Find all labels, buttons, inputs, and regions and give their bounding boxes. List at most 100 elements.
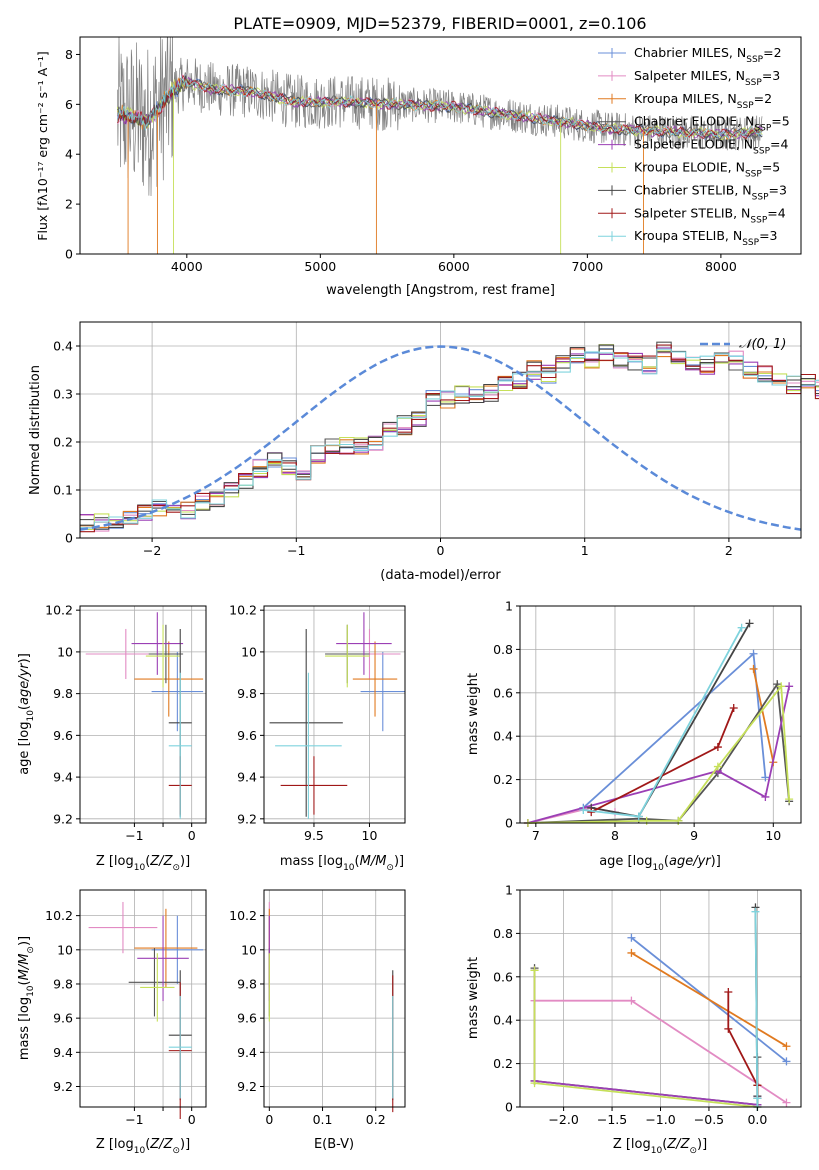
mass-vs-Z-xlabel-part: 10 bbox=[134, 1146, 146, 1156]
mass-vs-Z-ylabel-part: 10 bbox=[26, 985, 36, 997]
age-vs-mass-xlabel-part: M/M bbox=[360, 854, 387, 869]
weight-marker bbox=[634, 812, 643, 821]
legend-normal-label: 𝒩(0, 1) bbox=[739, 337, 786, 352]
x-tick-label: −1 bbox=[125, 828, 143, 843]
y-tick-label: 9.6 bbox=[237, 1011, 257, 1026]
y-tick-label: 4 bbox=[65, 147, 73, 162]
mass-vs-Z-xlabel-part: Z/Z bbox=[149, 1137, 173, 1152]
legend-label-6-part: Chabrier STELIB, N bbox=[634, 182, 752, 197]
weight-marker bbox=[579, 805, 588, 814]
y-tick-label: 2 bbox=[65, 197, 73, 212]
age-vs-Z-xlabel-part: ⊙ bbox=[172, 863, 180, 873]
legend-label-8-part: SSP bbox=[742, 238, 759, 248]
weight-marker bbox=[782, 1042, 791, 1051]
model-spectrum-8 bbox=[117, 75, 763, 141]
y-tick-label: 0.6 bbox=[493, 685, 513, 700]
y-tick-label: 0.4 bbox=[53, 339, 73, 354]
x-tick-label: −1.0 bbox=[645, 1112, 675, 1127]
weight-marker bbox=[627, 996, 636, 1005]
ebv-panel: 0 0.1 0.2 9.2 9.4 9.6 9.8 10 10.2 E(B-V) bbox=[229, 889, 406, 1152]
x-tick-label: −1.5 bbox=[597, 1112, 627, 1127]
histogram-8 bbox=[80, 348, 819, 529]
weight-vs-age-ylabel: mass weight bbox=[466, 673, 481, 755]
weight-marker bbox=[761, 792, 770, 801]
y-tick-label: 9.2 bbox=[237, 811, 257, 826]
y-tick-label: 9.8 bbox=[237, 686, 257, 701]
weight-marker bbox=[749, 649, 758, 658]
x-tick-label: 7 bbox=[532, 828, 540, 843]
age-vs-Z-ylabel-part: 10 bbox=[26, 710, 36, 722]
age-vs-Z-ylabel-part: )] bbox=[17, 653, 32, 663]
x-tick-label: 7000 bbox=[571, 259, 603, 274]
mass-vs-Z-ylabel: mass [log10(M/M⊙)] bbox=[17, 936, 36, 1060]
legend-label-2: Kroupa MILES, NSSP=2 bbox=[634, 91, 772, 111]
legend-label-0: Chabrier MILES, NSSP=2 bbox=[634, 45, 782, 65]
y-tick-label: 10.2 bbox=[229, 908, 257, 923]
weight-vs-Z-xlabel-part: Z [log bbox=[613, 1137, 651, 1152]
y-tick-label: 9.6 bbox=[237, 728, 257, 743]
weight-line-5 bbox=[533, 970, 759, 1109]
legend-label-3: Chabrier ELODIE, NSSP=5 bbox=[634, 114, 790, 134]
y-tick-label: 1 bbox=[505, 599, 513, 614]
y-tick-label: 8 bbox=[65, 47, 73, 62]
weight-line-2 bbox=[752, 668, 775, 763]
legend-label-4: Salpeter ELODIE, NSSP=4 bbox=[634, 137, 789, 157]
y-tick-label: 9.8 bbox=[53, 686, 73, 701]
x-tick-label: −1 bbox=[125, 1112, 143, 1127]
y-tick-label: 0.2 bbox=[53, 435, 73, 450]
x-tick-label: 4000 bbox=[171, 259, 203, 274]
age-vs-mass-xlabel-part: 10 bbox=[343, 863, 355, 873]
legend-label-7-part: =4 bbox=[767, 205, 785, 220]
x-tick-label: 0 bbox=[265, 1112, 273, 1127]
mass-vs-Z-ylabel-part: )] bbox=[17, 936, 32, 946]
legend-label-8-part: Kroupa STELIB, N bbox=[634, 228, 742, 243]
legend-label-2-part: SSP bbox=[737, 101, 754, 111]
weight-line-8 bbox=[583, 627, 743, 818]
x-tick-label: 0 bbox=[437, 543, 445, 558]
legend-label-1-part: Salpeter MILES, N bbox=[634, 68, 745, 83]
x-tick-label: 1 bbox=[581, 543, 589, 558]
x-tick-label: 9.5 bbox=[304, 828, 324, 843]
weight-vs-Z-xlabel-part: ( bbox=[662, 1137, 667, 1152]
age-vs-Z-ylabel-part: age/yr bbox=[17, 662, 32, 705]
mass-vs-Z-ylabel-part: ⊙ bbox=[26, 946, 36, 954]
age-vs-mass-xlabel-part: ⊙ bbox=[386, 863, 394, 873]
weight-marker bbox=[785, 795, 794, 804]
y-tick-label: 0.2 bbox=[493, 1056, 513, 1071]
weight-marker bbox=[627, 933, 636, 942]
mass-vs-Z-xlabel-part: )] bbox=[180, 1137, 190, 1152]
y-tick-label: 1 bbox=[505, 883, 513, 898]
weight-vs-age-xlabel-part: age [log bbox=[599, 854, 652, 869]
weight-vs-Z-ylabel: mass weight bbox=[466, 957, 481, 1039]
weight-line-4 bbox=[527, 686, 790, 824]
y-tick-label: 0.3 bbox=[53, 387, 73, 402]
spectrum-panel: 4000 5000 6000 7000 8000 0 2 4 6 8 wavelength [Ang… bbox=[35, 36, 802, 298]
y-tick-label: 9.6 bbox=[53, 728, 73, 743]
legend-label-0-part: SSP bbox=[746, 55, 763, 65]
age-vs-mass-xlabel-part: ( bbox=[355, 854, 360, 869]
legend-label-7-part: Salpeter STELIB, N bbox=[634, 205, 750, 220]
x-tick-label: 0.1 bbox=[313, 1112, 333, 1127]
x-tick-label: 9 bbox=[690, 828, 698, 843]
weight-line-4 bbox=[533, 970, 759, 1106]
weight-vs-age-xlabel-part: ( bbox=[664, 854, 669, 869]
weight-vs-Z-xlabel-part: Z/Z bbox=[666, 1137, 690, 1152]
x-tick-label: 10 bbox=[765, 828, 781, 843]
y-tick-label: 10.2 bbox=[45, 603, 73, 618]
legend-label-8-part: =3 bbox=[759, 228, 777, 243]
legend-label-4-part: Salpeter ELODIE, N bbox=[634, 137, 753, 152]
weight-line-7 bbox=[727, 992, 759, 1099]
legend-label-2-part: Kroupa MILES, N bbox=[634, 91, 737, 106]
weight-vs-Z-xlabel-part: )] bbox=[697, 1137, 707, 1152]
y-tick-label: 0.4 bbox=[493, 1013, 513, 1028]
legend-label-3-part: SSP bbox=[754, 124, 771, 134]
mass-vs-Z-ylabel-part: ( bbox=[17, 980, 32, 985]
y-tick-label: 0.1 bbox=[53, 483, 73, 498]
age-vs-Z-xlabel: Z [log10(Z/Z⊙)] bbox=[96, 854, 190, 873]
mass-vs-Z-ylabel-part: mass [log bbox=[17, 997, 32, 1060]
mass-vs-Z-ylabel-part: M/M bbox=[17, 954, 32, 981]
spectrum-ylabel: Flux [fλ10⁻¹⁷ erg cm⁻² s⁻¹ A⁻¹] bbox=[35, 51, 50, 240]
y-tick-label: 9.2 bbox=[53, 811, 73, 826]
